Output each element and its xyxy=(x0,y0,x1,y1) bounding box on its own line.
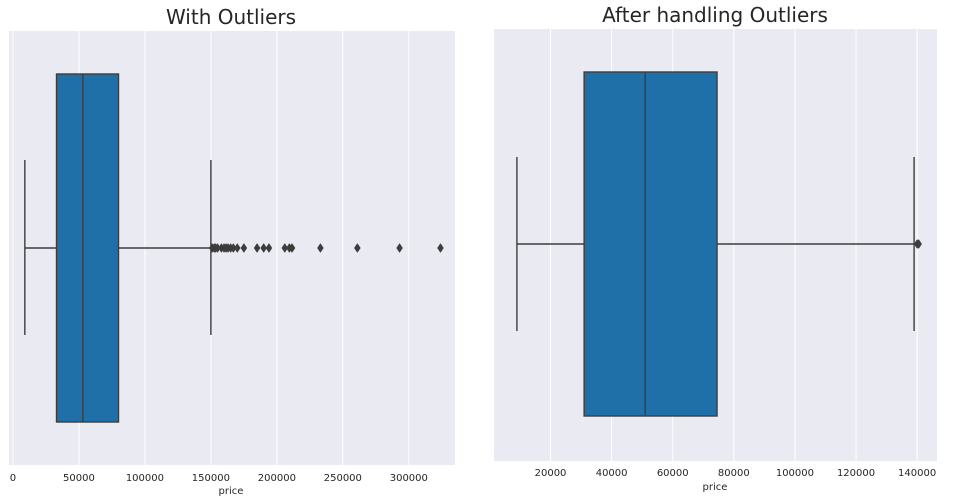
iqr-box xyxy=(55,73,120,423)
outlier-point xyxy=(281,243,289,253)
x-tick-label: 0 xyxy=(10,473,16,484)
outlier-point xyxy=(233,243,241,253)
x-tick-label: 120000 xyxy=(837,468,875,479)
outlier-point xyxy=(260,243,267,253)
x-tick-label: 140000 xyxy=(898,468,936,479)
x-axis-label: price xyxy=(219,486,244,497)
x-tick-label: 300000 xyxy=(390,473,428,484)
x-tick-label: 150000 xyxy=(192,473,230,484)
chart-with-outliers: With Outliers 0 50000 100000 150000 200000 25… xyxy=(9,5,455,497)
outlier-point xyxy=(253,243,261,253)
x-tick-label: 200000 xyxy=(258,473,296,484)
outlier-point xyxy=(288,243,296,253)
chart-after-handling-outliers: After handling Outliers 20000 40000 60000 8… xyxy=(494,3,937,493)
iqr-box xyxy=(583,71,718,417)
x-tick-label: 80000 xyxy=(718,468,750,479)
outlier-point xyxy=(915,239,922,249)
chart-title: After handling Outliers xyxy=(602,3,828,27)
outlier-point xyxy=(354,243,361,253)
x-tick-label: 100000 xyxy=(126,473,164,484)
outlier-point xyxy=(396,243,403,253)
outlier-point xyxy=(317,243,324,253)
x-tick-label: 100000 xyxy=(776,468,814,479)
x-tick-label: 40000 xyxy=(596,468,628,479)
outlier-point xyxy=(240,243,248,253)
x-axis-label: price xyxy=(703,482,728,493)
x-tick-label: 50000 xyxy=(63,473,95,484)
outlier-point xyxy=(437,243,444,253)
x-tick-label: 60000 xyxy=(657,468,689,479)
x-tick-label: 250000 xyxy=(324,473,362,484)
x-tick-label: 20000 xyxy=(535,468,567,479)
chart-title: With Outliers xyxy=(166,5,296,29)
outlier-point xyxy=(265,243,273,253)
